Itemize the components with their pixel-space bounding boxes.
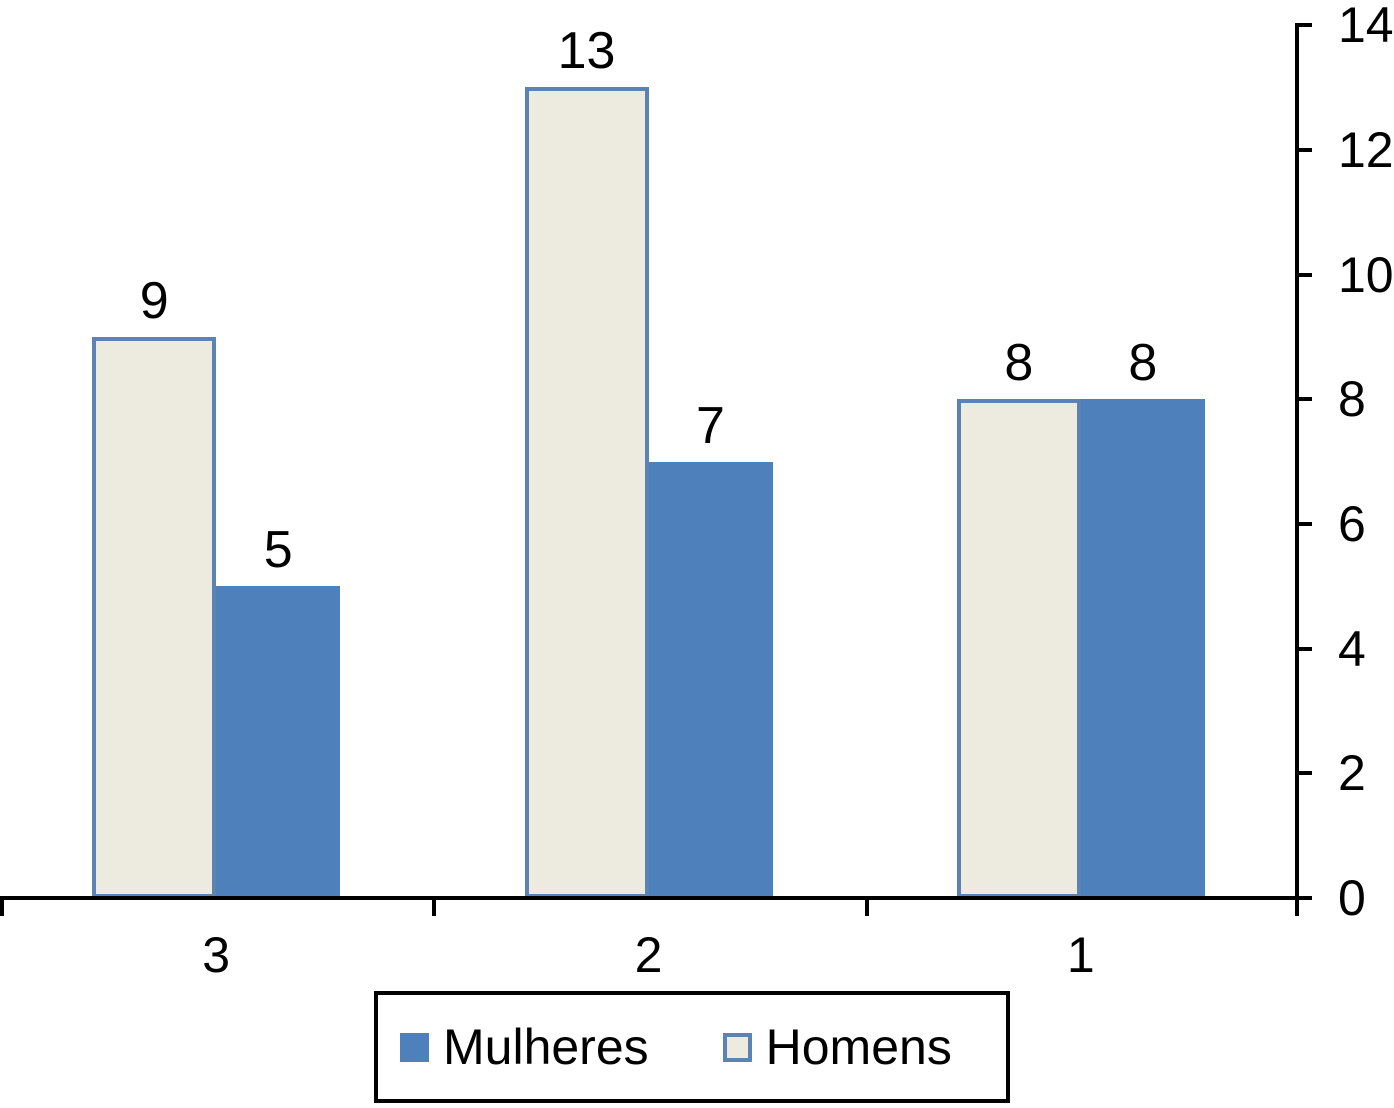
data-label-mulheres-cat2: 7: [696, 396, 725, 455]
data-label-homens-cat3: 9: [139, 271, 169, 330]
bar-mulheres-cat3: [216, 586, 341, 898]
y-axis-tick-8: [1295, 397, 1312, 402]
x-tick-label-2: 2: [634, 927, 663, 983]
y-tick-label-14: 14: [1338, 0, 1394, 54]
y-axis-tick-6: [1295, 521, 1312, 526]
x-axis-tick: [0, 898, 4, 916]
bar-mulheres-cat2: [648, 461, 773, 898]
y-axis-tick-2: [1295, 771, 1312, 776]
legend-label-homens: Homens: [765, 1019, 952, 1075]
x-axis-tick: [432, 898, 437, 916]
y-tick-label-8: 8: [1338, 371, 1366, 428]
data-label-mulheres-cat1: 8: [1128, 334, 1158, 393]
y-axis-tick-4: [1295, 646, 1312, 651]
legend-item-mulheres: Mulheres: [400, 1020, 649, 1074]
data-label-homens-cat2: 13: [557, 22, 616, 81]
x-tick-label-1: 1: [1066, 927, 1095, 983]
bar-homens-cat2: [524, 87, 649, 898]
data-label-mulheres-cat3: 5: [263, 521, 293, 580]
y-tick-label-6: 6: [1338, 495, 1366, 552]
y-axis-tick-14: [1295, 23, 1312, 28]
legend-label-mulheres: Mulheres: [443, 1019, 649, 1075]
y-tick-label-10: 10: [1338, 246, 1394, 303]
bar-homens-cat3: [92, 336, 217, 898]
y-tick-label-12: 12: [1338, 121, 1394, 178]
data-label-homens-cat1: 8: [1004, 334, 1034, 393]
y-axis-tick-0: [1295, 896, 1312, 900]
legend-swatch-mulheres: [400, 1032, 429, 1062]
legend-swatch-homens: [722, 1032, 752, 1062]
x-axis-tick: [864, 898, 869, 916]
x-tick-label-3: 3: [202, 927, 231, 983]
y-axis-tick-12: [1295, 147, 1312, 152]
y-axis-tick-10: [1295, 272, 1312, 277]
x-axis-line: [0, 896, 1312, 900]
legend-item-homens: Homens: [722, 1019, 952, 1075]
bar-mulheres-cat1: [1080, 399, 1205, 898]
legend: Mulheres Homens: [374, 991, 1010, 1103]
y-tick-label-0: 0: [1338, 870, 1366, 926]
y-tick-label-2: 2: [1338, 745, 1366, 802]
bar-homens-cat1: [956, 399, 1081, 898]
y-tick-label-4: 4: [1338, 620, 1366, 677]
y-axis-line: [1295, 25, 1299, 916]
